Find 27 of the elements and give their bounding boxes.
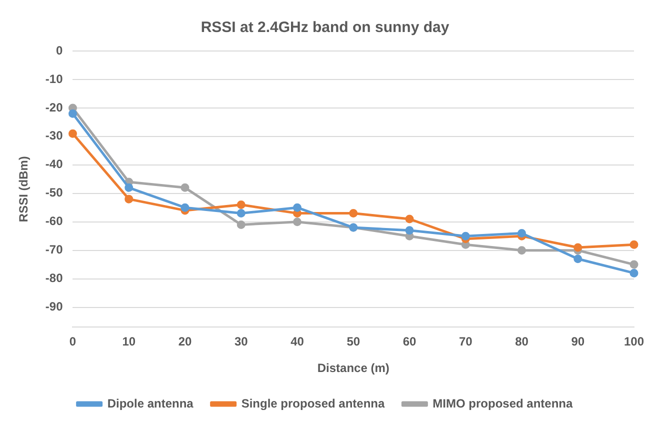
y-axis-title: RSSI (dBm) (16, 156, 31, 222)
x-tick-label: 60 (402, 334, 416, 349)
y-tick-label: -20 (45, 100, 64, 114)
legend-label: MIMO proposed antenna (432, 396, 574, 410)
y-tick-label: -90 (45, 300, 64, 314)
x-tick-label: 0 (69, 334, 76, 349)
y-tick-label: -70 (45, 242, 64, 257)
x-tick-label: 10 (122, 334, 136, 349)
y-tick-label: -80 (45, 271, 64, 286)
x-tick-label: 40 (290, 334, 304, 349)
y-tick-label: -60 (45, 214, 64, 228)
x-tick-label: 100 (624, 334, 644, 349)
y-tick-label: -50 (45, 186, 64, 200)
y-tick-label: -40 (45, 157, 64, 172)
x-axis-title: Distance (m) (317, 361, 390, 376)
x-tick-label: 30 (234, 334, 248, 349)
x-tick-label: 70 (458, 334, 473, 349)
y-tick-label: -30 (45, 128, 64, 143)
chart-title: RSSI at 2.4GHz band on sunny day (200, 19, 450, 36)
legend-label: Single proposed antenna (241, 396, 386, 410)
y-tick-label: 0 (56, 43, 64, 58)
x-tick-label: 20 (178, 334, 192, 349)
x-tick-label: 90 (571, 334, 585, 349)
legend-label: Dipole antenna (107, 396, 194, 410)
y-tick-label: -10 (45, 72, 64, 86)
x-tick-label: 50 (346, 334, 360, 349)
x-tick-label: 80 (515, 334, 529, 349)
